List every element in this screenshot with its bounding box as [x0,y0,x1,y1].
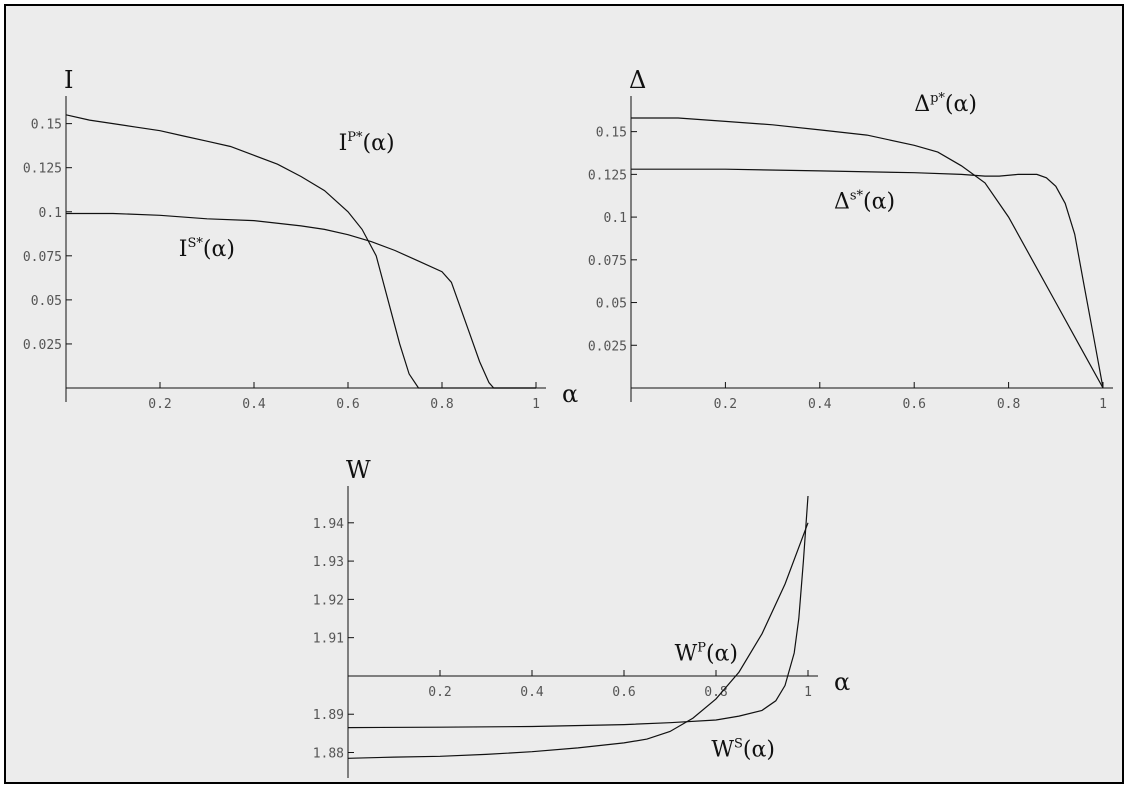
y-tick-label: 0.125 [588,168,627,183]
y-tick-label: 0.05 [596,297,627,312]
y-tick-label: 0.075 [23,250,62,265]
x-axis-label: α [562,380,578,408]
y-tick-label: 0.025 [23,338,62,353]
chart-i: Iα 0.2 0.4 0.6 0.8 1 0.025 0.05 0.075 0.1 0.125 0.1… [23,66,578,412]
x-tick-label: 1 [1099,397,1107,412]
x-tick-label: 0.8 [430,397,453,412]
series-label-1: WP(α) [675,641,738,667]
series-line-1 [347,522,809,759]
chart-delta: Δα0.20.40.60.810.0250.050.0750.10.1250.1… [588,66,1113,412]
series-label-2: WS(α) [711,736,775,762]
y-tick-label: 0.1 [39,206,62,221]
x-tick-label: 0.6 [612,685,635,700]
x-tick-label: 0.4 [808,397,832,412]
y-tick-label: 0.125 [23,162,62,177]
x-tick-label: 0.2 [428,685,451,700]
series-line-1 [65,114,536,389]
y-axis-label: I [64,66,73,94]
series-line-2 [631,168,1104,389]
y-tick-label: 1.88 [313,747,344,762]
y-tick-label: 0.05 [31,294,62,309]
series-label-2: Δs*(α) [834,189,895,215]
series-line-1 [631,117,1104,389]
y-tick-label: 0.075 [588,254,627,269]
y-tick-label: 0.15 [31,118,62,133]
x-tick-label: 0.6 [902,397,925,412]
series-line-2 [66,212,536,389]
series-label-2: IS*(α) [179,236,235,262]
chart-w: Wα 0.2 0.4 0.6 0.8 1 1.88 1.89 1.91 1.92 1.93 1.94 W… [313,456,850,778]
x-tick-label: 0.4 [242,397,266,412]
figure-svg: Iα 0.2 0.4 0.6 0.8 1 0.025 0.05 0.075 0.1 0.125 0.1… [23,66,1113,778]
series-line-2 [347,495,809,729]
x-tick-label: 1 [532,397,540,412]
y-tick-label: 1.92 [313,593,344,608]
series-label-1: IP*(α) [339,130,395,156]
x-tick-label: 0.2 [714,397,737,412]
y-tick-label: 1.89 [313,708,344,723]
y-tick-label: 1.91 [313,632,344,647]
y-tick-label: 0.1 [604,211,627,226]
x-tick-label: 1 [804,685,812,700]
x-tick-label: 0.4 [520,685,544,700]
y-tick-label: 0.15 [596,126,627,141]
x-tick-label: 0.6 [336,397,359,412]
x-tick-label: 0.8 [997,397,1020,412]
x-axis-label: α [834,668,850,696]
x-tick-label: 0.8 [704,685,727,700]
y-axis-label: Δ [629,66,646,94]
y-tick-label: 1.94 [313,517,344,532]
x-tick-label: 0.2 [148,397,171,412]
series-label-1: Δp*(α) [914,91,977,117]
y-axis-label: W [346,456,371,484]
y-tick-label: 0.025 [588,339,627,354]
y-tick-label: 1.93 [313,555,344,570]
